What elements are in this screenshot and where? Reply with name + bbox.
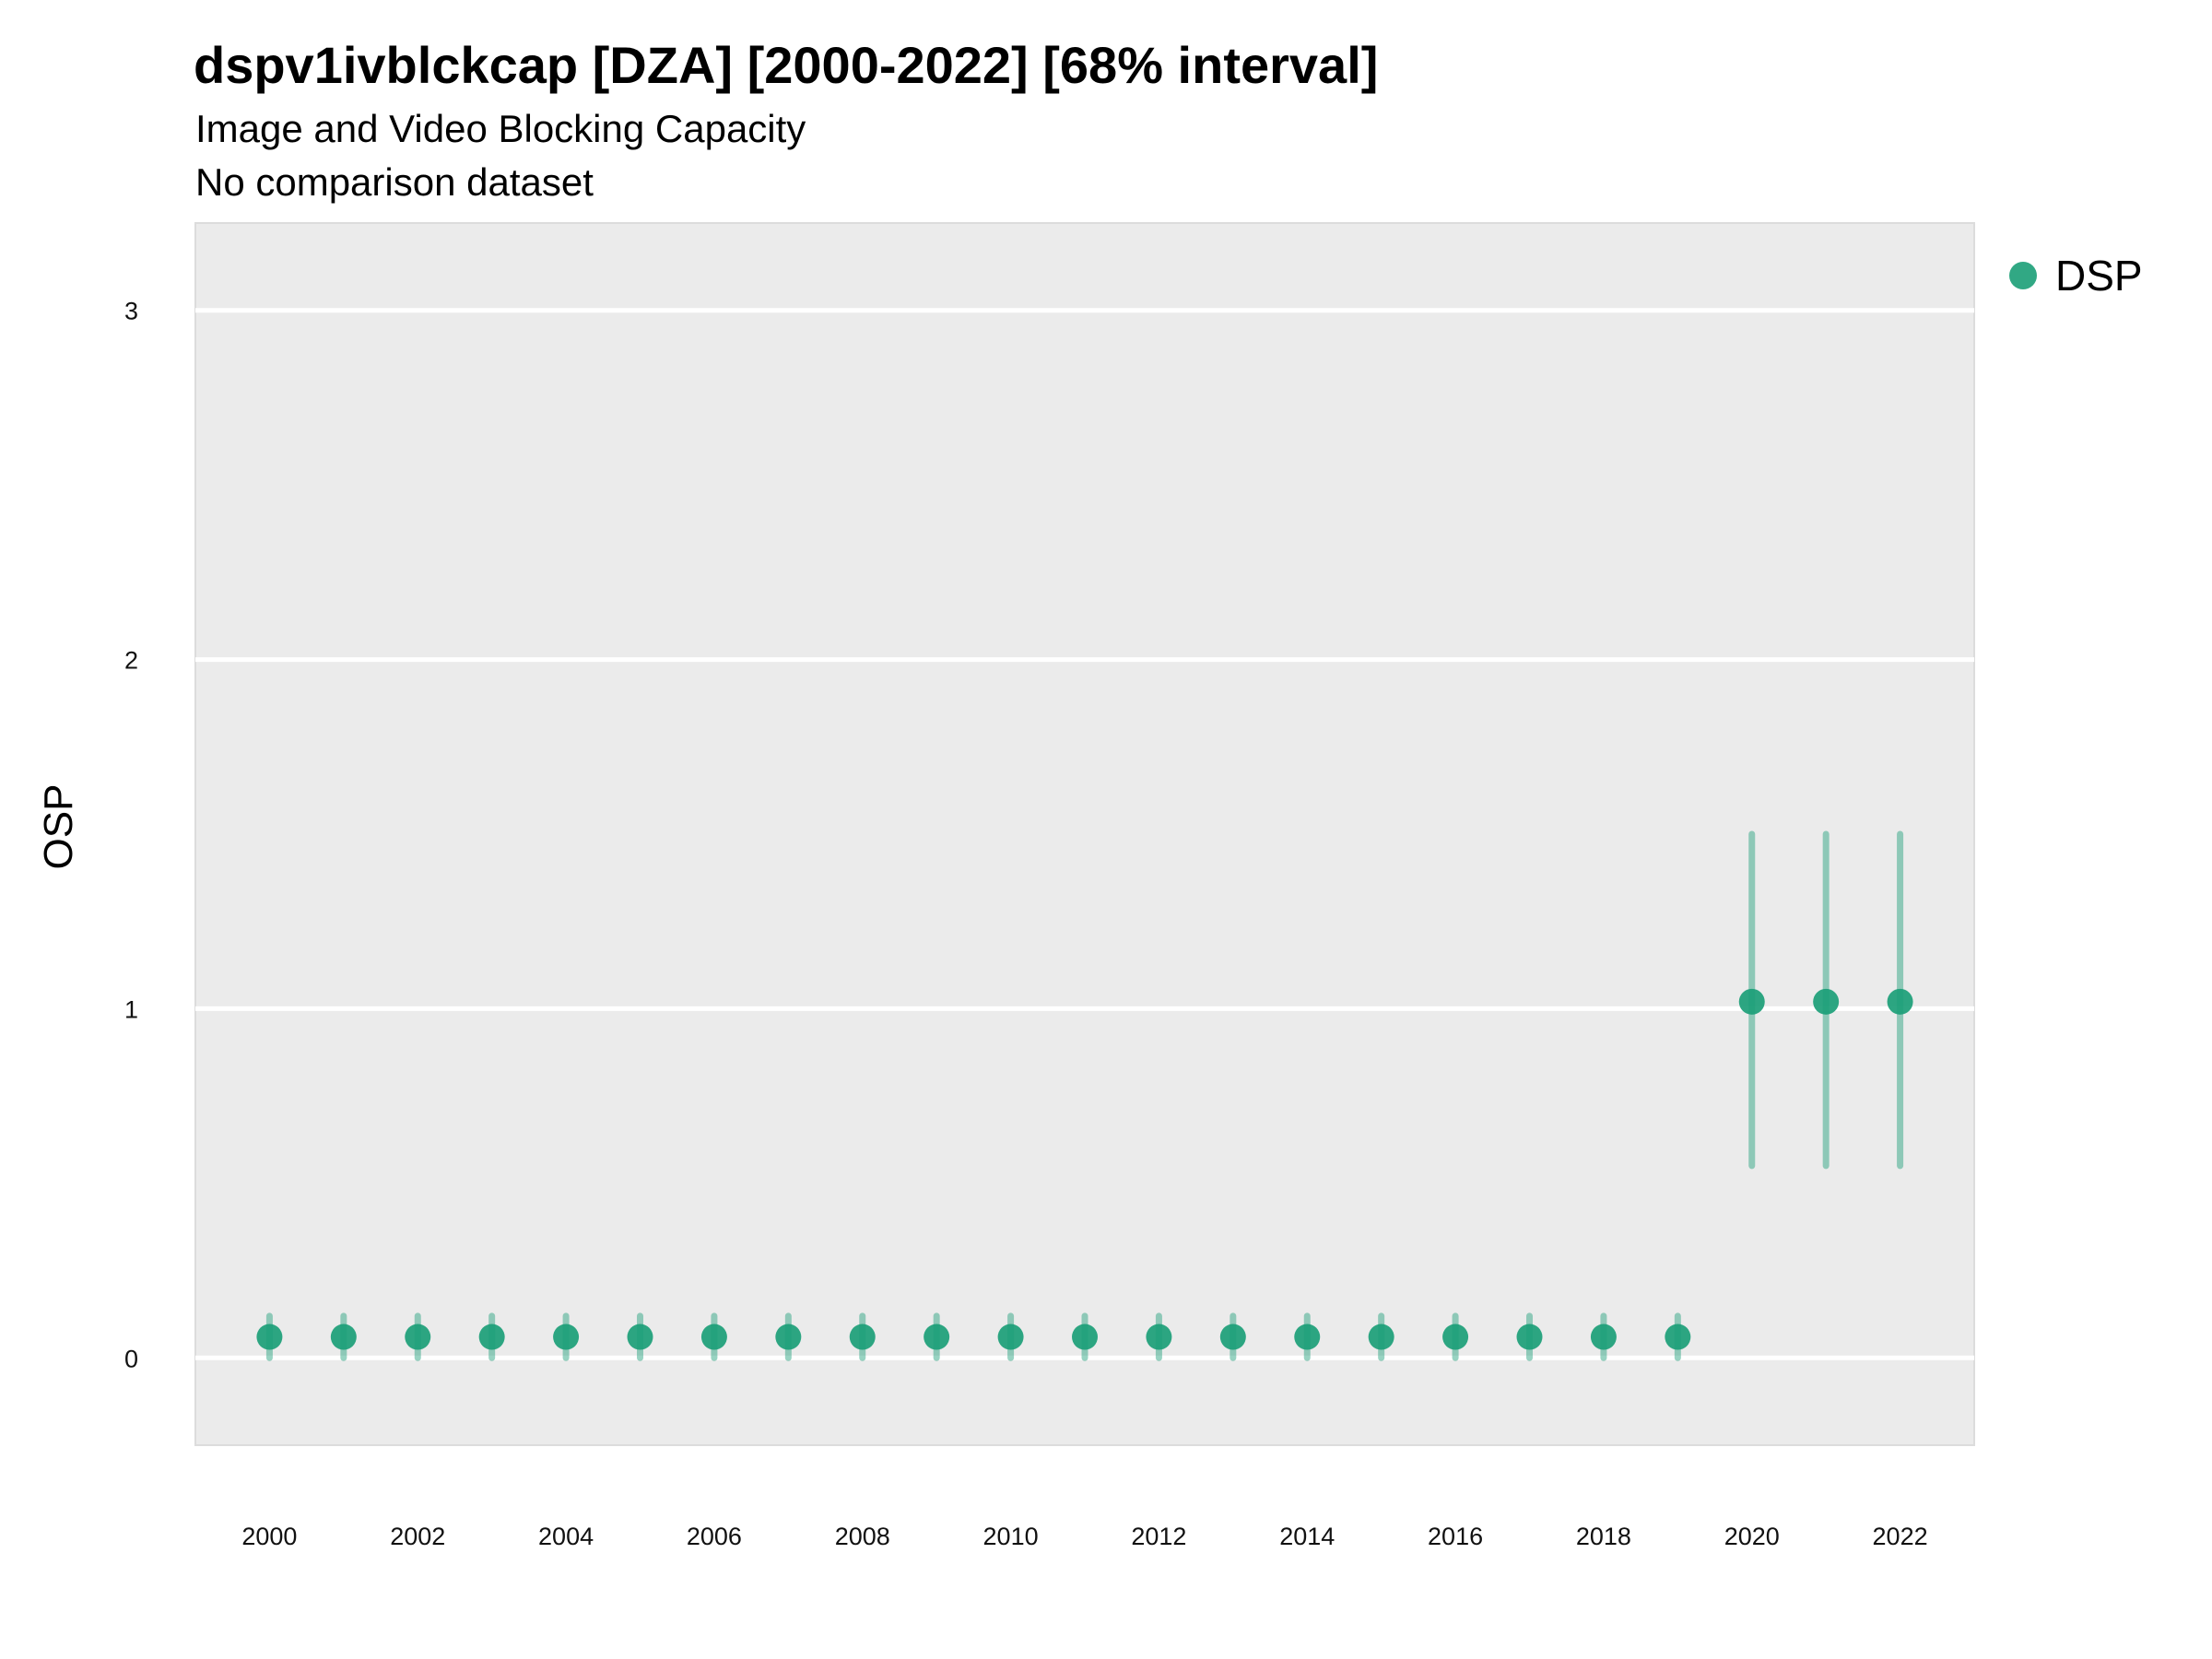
data-point-2006 — [700, 1324, 727, 1350]
y-tick-label-1: 1 — [124, 995, 138, 1023]
data-point-2000 — [256, 1324, 283, 1350]
data-point-2004 — [553, 1324, 580, 1350]
data-point-2003 — [478, 1324, 505, 1350]
data-point-2020 — [1738, 988, 1765, 1015]
data-point-2014 — [1294, 1324, 1321, 1350]
x-tick-label-2002: 2002 — [390, 1523, 445, 1550]
data-point-2011 — [1072, 1324, 1098, 1350]
x-tick-label-2014: 2014 — [1279, 1523, 1335, 1550]
data-point-2005 — [627, 1324, 653, 1350]
data-point-2001 — [330, 1324, 357, 1350]
x-tick-label-2022: 2022 — [1873, 1523, 1928, 1550]
data-point-2013 — [1219, 1324, 1246, 1350]
data-point-2016 — [1442, 1324, 1469, 1350]
chart-title: dspv1ivblckcap [DZA] [2000-2022] [68% in… — [194, 36, 1379, 94]
data-point-2017 — [1516, 1324, 1543, 1350]
data-point-2015 — [1368, 1324, 1394, 1350]
x-tick-label-2010: 2010 — [983, 1523, 1039, 1550]
data-point-2019 — [1665, 1324, 1691, 1350]
y-axis-title: OSP — [36, 784, 81, 870]
legend-label-dsp: DSP — [2055, 252, 2143, 300]
chart-subtitle-comparison: No comparison dataset — [195, 160, 594, 204]
data-point-2007 — [775, 1324, 802, 1350]
x-tick-label-2016: 2016 — [1428, 1523, 1483, 1550]
legend: DSP — [2009, 251, 2143, 300]
data-point-2009 — [924, 1324, 950, 1350]
data-point-2010 — [997, 1324, 1024, 1350]
data-point-2022 — [1887, 988, 1913, 1015]
x-tick-label-2004: 2004 — [538, 1523, 594, 1550]
data-point-2002 — [405, 1324, 431, 1350]
x-tick-label-2006: 2006 — [687, 1523, 742, 1550]
data-point-2021 — [1813, 988, 1840, 1015]
x-tick-label-2012: 2012 — [1131, 1523, 1186, 1550]
x-tick-label-2020: 2020 — [1724, 1523, 1780, 1550]
data-point-2008 — [849, 1324, 876, 1350]
y-tick-label-0: 0 — [124, 1345, 138, 1372]
y-tick-label-3: 3 — [124, 298, 138, 325]
x-tick-label-2000: 2000 — [241, 1523, 297, 1550]
data-point-2018 — [1590, 1324, 1617, 1350]
x-tick-label-2018: 2018 — [1576, 1523, 1631, 1550]
legend-key-dsp — [2009, 262, 2037, 289]
data-point-2012 — [1146, 1324, 1172, 1350]
x-tick-label-2008: 2008 — [835, 1523, 890, 1550]
plot-panel — [194, 222, 1975, 1446]
chart-subtitle: Image and Video Blocking Capacity — [195, 107, 806, 150]
y-tick-label-2: 2 — [124, 647, 138, 675]
